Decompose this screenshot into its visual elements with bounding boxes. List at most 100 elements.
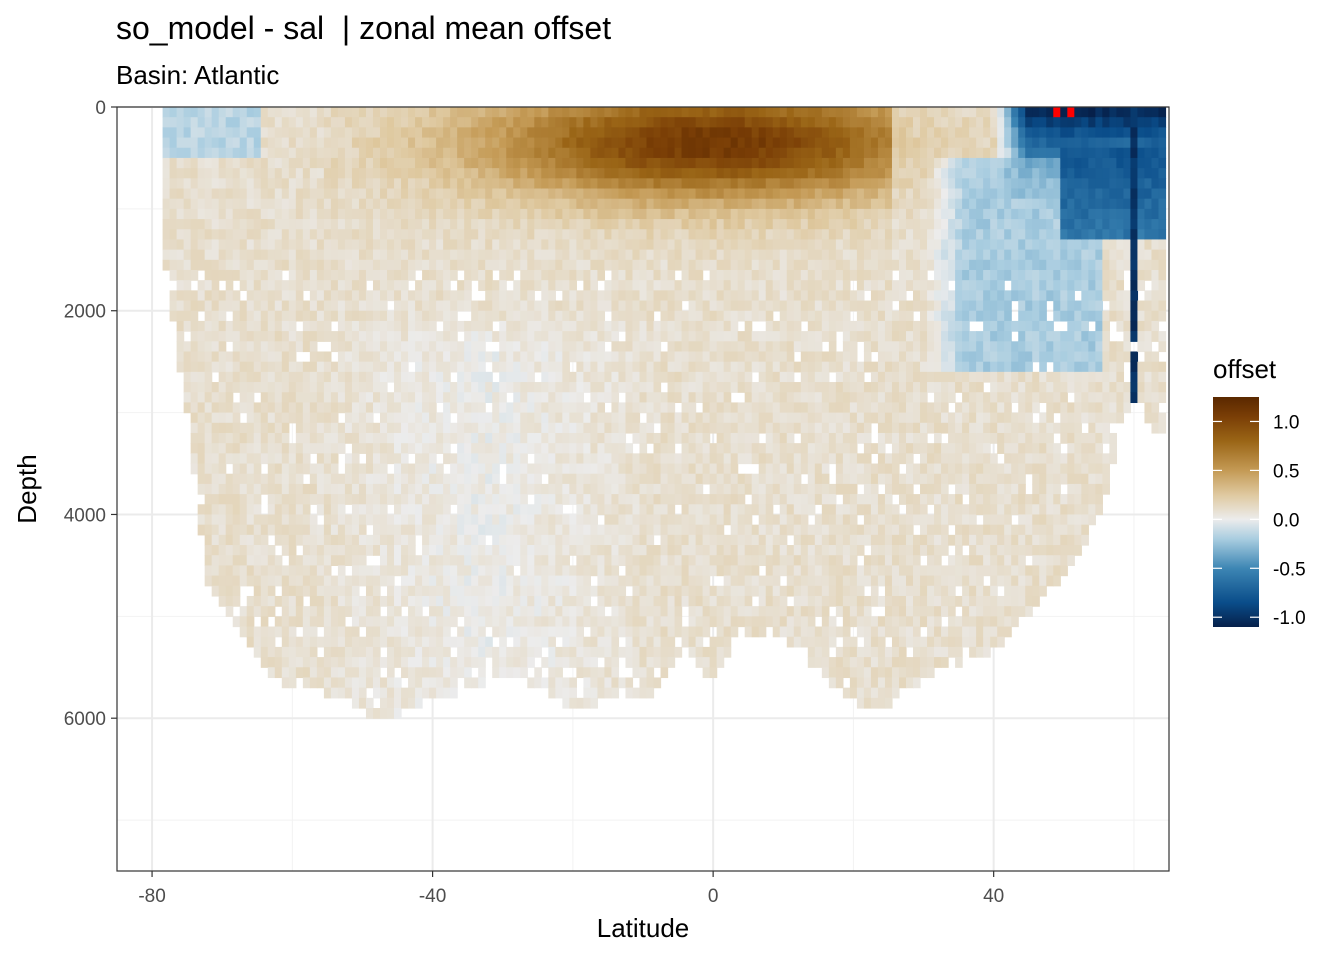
heatmap-cell <box>821 178 830 190</box>
heatmap-cell <box>667 616 676 628</box>
heatmap-cell <box>527 514 535 526</box>
heatmap-cell <box>653 494 662 505</box>
heatmap-cell <box>513 331 521 342</box>
heatmap-cell <box>239 320 248 332</box>
heatmap-cell <box>471 107 479 118</box>
heatmap-cell <box>436 259 444 271</box>
heatmap-cell <box>344 147 353 159</box>
heatmap-cell <box>590 687 599 699</box>
heatmap-cell <box>471 382 479 393</box>
heatmap-cell <box>323 219 332 230</box>
heatmap-cell <box>709 402 718 414</box>
heatmap-cell <box>337 687 346 699</box>
heatmap-cell <box>295 178 304 190</box>
heatmap-cell <box>246 361 255 373</box>
heatmap-cell <box>506 188 514 200</box>
heatmap-cell <box>716 463 725 475</box>
heatmap-cell <box>695 595 704 607</box>
heatmap-cell <box>422 494 430 505</box>
heatmap-cell <box>751 147 760 159</box>
heatmap-cell <box>253 300 262 312</box>
heatmap-cell <box>681 483 690 495</box>
heatmap-cell <box>800 534 809 546</box>
heatmap-cell <box>337 677 346 689</box>
heatmap-cell <box>415 422 423 434</box>
heatmap-cell <box>548 208 556 220</box>
heatmap-cell <box>267 524 276 536</box>
heatmap-cell <box>506 147 514 159</box>
heatmap-cell <box>351 483 360 495</box>
heatmap-cell <box>660 555 669 566</box>
heatmap-cell <box>429 310 437 322</box>
heatmap-cell <box>457 259 465 271</box>
heatmap-cell <box>295 382 304 393</box>
heatmap-cell <box>274 280 283 291</box>
heatmap-cell <box>351 565 360 577</box>
heatmap-cell <box>646 219 655 230</box>
heatmap-cell <box>527 249 535 261</box>
heatmap-cell <box>351 371 360 383</box>
heatmap-cell <box>380 514 388 526</box>
heatmap-cell <box>422 626 430 638</box>
heatmap-cell <box>330 188 339 200</box>
heatmap-cell <box>506 320 514 332</box>
heatmap-cell <box>779 249 788 261</box>
heatmap-cell <box>260 341 269 353</box>
heatmap-cell <box>197 219 206 230</box>
heatmap-cell <box>583 239 591 251</box>
heatmap-cell <box>527 320 535 332</box>
heatmap-cell <box>401 575 409 587</box>
heatmap-cell <box>625 473 634 485</box>
heatmap-cell <box>246 626 255 638</box>
heatmap-cell <box>779 361 788 373</box>
heatmap-cell <box>443 331 451 342</box>
heatmap-cell <box>667 402 676 414</box>
heatmap-cell <box>807 259 816 271</box>
heatmap-cell <box>274 565 283 577</box>
heatmap-cell <box>639 341 648 353</box>
heatmap-cell <box>457 422 465 434</box>
heatmap-cell <box>758 412 767 424</box>
heatmap-cell <box>323 107 332 118</box>
heatmap-cell <box>632 371 641 383</box>
heatmap-cell <box>786 117 795 128</box>
heatmap-cell <box>576 453 584 465</box>
heatmap-cell <box>443 494 451 505</box>
heatmap-cell <box>415 606 423 617</box>
heatmap-cell <box>436 178 444 190</box>
heatmap-cell <box>197 524 206 536</box>
heatmap-cell <box>197 147 206 159</box>
heatmap-cell <box>716 198 725 210</box>
heatmap-cell <box>274 259 283 271</box>
heatmap-cell <box>821 229 830 241</box>
heatmap-cell <box>737 157 746 169</box>
heatmap-cell <box>309 219 318 230</box>
heatmap-cell <box>807 585 816 597</box>
heatmap-cell <box>702 371 711 383</box>
heatmap-cell <box>478 310 486 322</box>
heatmap-cell <box>527 168 535 179</box>
heatmap-cell <box>464 657 472 668</box>
heatmap-cell <box>653 595 662 607</box>
heatmap-cell <box>443 300 451 312</box>
heatmap-cell <box>281 178 290 190</box>
heatmap-cell <box>288 269 297 281</box>
heatmap-cell <box>344 331 353 342</box>
heatmap-cell <box>337 117 346 128</box>
heatmap-cell <box>274 382 283 393</box>
heatmap-cell <box>281 595 290 607</box>
heatmap-cell <box>779 555 788 566</box>
heatmap-cell <box>478 371 486 383</box>
heatmap-cell <box>316 361 325 373</box>
heatmap-cell <box>344 117 353 128</box>
heatmap-cell <box>569 127 577 139</box>
heatmap-cell <box>260 208 269 220</box>
heatmap-cell <box>716 443 725 454</box>
heatmap-cell <box>639 300 648 312</box>
heatmap-cell <box>569 606 577 617</box>
heatmap-cell <box>408 657 416 668</box>
heatmap-cell <box>716 239 725 251</box>
heatmap-cell <box>716 504 725 516</box>
heatmap-cell <box>534 422 542 434</box>
heatmap-cell <box>302 392 311 404</box>
